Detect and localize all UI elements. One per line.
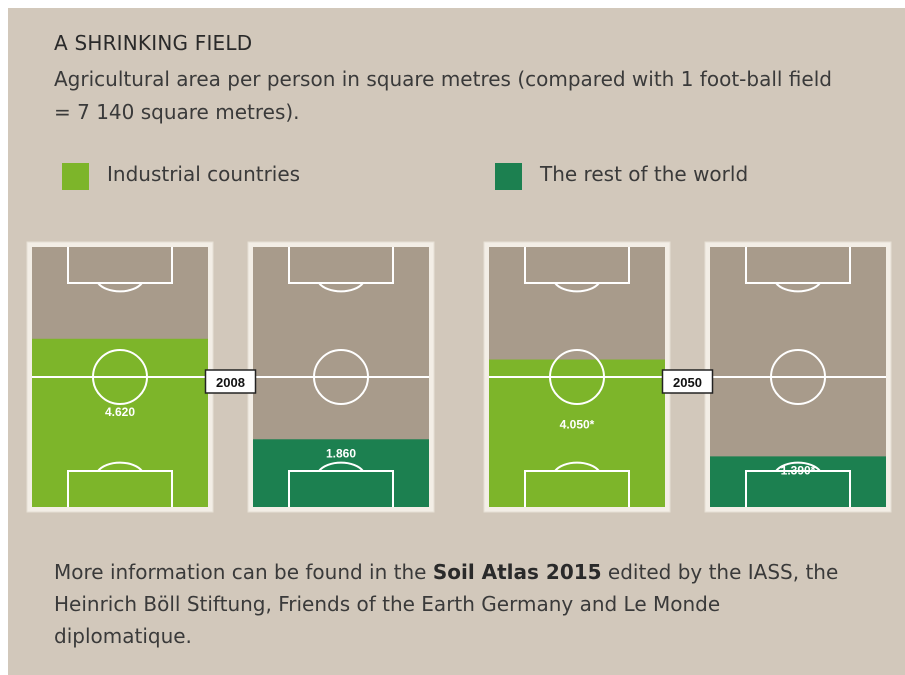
field-2050-rest-value-label: 1.390* xyxy=(781,463,816,477)
legend-label-rest: The rest of the world xyxy=(540,162,749,186)
field-2050-industrial-bottom-penalty-box xyxy=(524,470,630,507)
field-2050-industrial-top-penalty-box xyxy=(524,247,630,284)
year-box-2050 xyxy=(661,369,714,394)
field-2050-rest-area-bar xyxy=(710,456,886,507)
field-2050-industrial-top-penalty-arc xyxy=(554,282,600,293)
field-2008-industrial-top-penalty-arc xyxy=(97,282,143,293)
field-2008-industrial-center-circle xyxy=(92,349,148,405)
footer-text-after: edited by the IASS, the Heinrich Böll St… xyxy=(54,560,839,648)
field-2050-rest-bottom-penalty-arc xyxy=(775,461,821,472)
field-2050-rest-top-penalty-box xyxy=(745,247,851,284)
footer-text-before: More information can be found in the xyxy=(54,560,433,584)
field-2050-rest-center-circle xyxy=(770,349,826,405)
year-label-2008: 2008 xyxy=(216,375,245,390)
legend-swatch-rest xyxy=(495,163,522,190)
field-2008-rest-top-penalty-arc xyxy=(318,282,364,293)
field-2050-rest-bottom-penalty-box xyxy=(745,470,851,507)
chart-title: A SHRINKING FIELD xyxy=(54,31,253,55)
year-label-2050: 2050 xyxy=(673,375,702,390)
footer-atlas-link: Soil Atlas 2015 xyxy=(432,560,602,584)
field-2008-rest-top-penalty-box xyxy=(288,247,394,284)
field-2008-industrial-bottom-penalty-arc xyxy=(97,461,143,472)
legend-swatch-industrial xyxy=(62,163,89,190)
field-2008-industrial-bottom-penalty-box xyxy=(67,470,173,507)
field-2008-rest-value-label: 1.860 xyxy=(326,446,356,460)
field-2050-industrial-bottom-penalty-arc xyxy=(554,461,600,472)
chart-subtitle: Agricultural area per person in square m… xyxy=(54,67,832,124)
field-2008-rest-bottom-penalty-arc xyxy=(318,461,364,472)
field-2008-industrial-top-penalty-box xyxy=(67,247,173,284)
field-2050-industrial-area-bar xyxy=(489,359,665,507)
legend-label-industrial: Industrial countries xyxy=(107,162,301,186)
field-2050-industrial-center-circle xyxy=(549,349,605,405)
field-2008-rest-bottom-penalty-box xyxy=(288,470,394,507)
field-2008-rest-center-circle xyxy=(313,349,369,405)
year-box-2008 xyxy=(204,369,257,394)
field-2008-industrial-area-bar xyxy=(32,338,208,507)
field-2008-rest-area-bar xyxy=(253,439,429,507)
field-2008-industrial-value-label: 4.620 xyxy=(105,405,135,419)
field-2050-industrial-value-label: 4.050* xyxy=(560,418,595,432)
footer-note: More information can be found in the Soi… xyxy=(54,556,864,652)
field-2050-rest-top-penalty-arc xyxy=(775,282,821,293)
